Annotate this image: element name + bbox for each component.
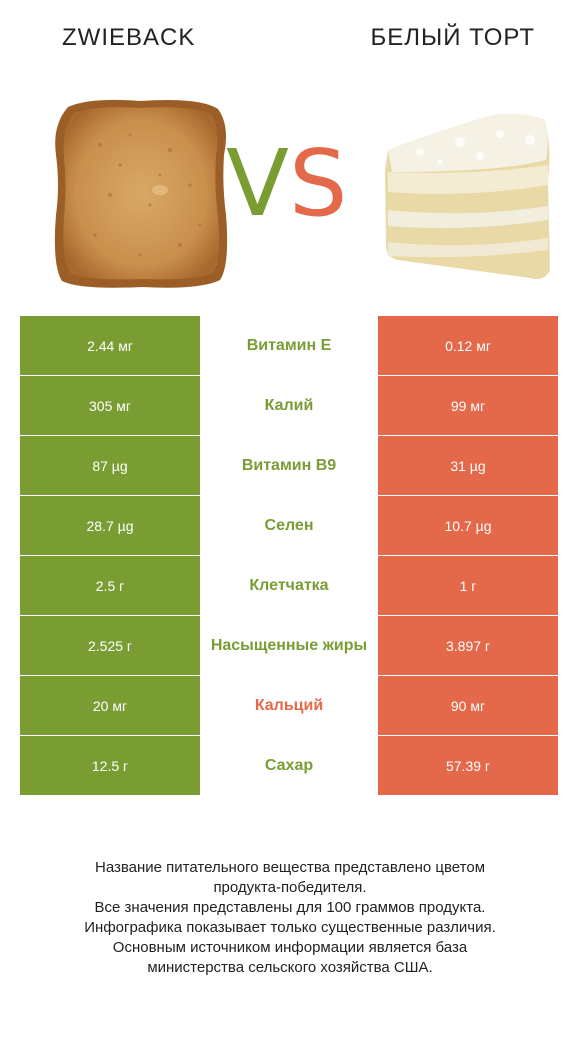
nutrient-name: Калий [200,376,378,436]
vs-label: VS [226,138,347,230]
vs-v: V [226,130,289,237]
table-row: 2.5 г Клетчатка 1 г [20,556,558,616]
white-cake-image [385,113,550,279]
nutrient-name: Витамин E [200,316,378,376]
right-food-title: БЕЛЫЙ ТОРТ [370,24,535,51]
nutrient-name: Клетчатка [200,556,378,616]
table-row: 305 мг Калий 99 мг [20,376,558,436]
left-value: 2.44 мг [20,316,200,376]
footnote-line: министерства сельского хозяйства США. [147,959,433,976]
right-value: 0.12 мг [378,316,558,376]
nutrient-name: Насыщенные жиры [200,616,378,676]
left-value: 2.5 г [20,556,200,616]
nutrient-name: Кальций [200,676,378,736]
nutrient-name: Сахар [200,736,378,796]
table-row: 87 µg Витамин B9 31 µg [20,436,558,496]
zwieback-image [54,99,228,288]
right-value: 57.39 г [378,736,558,796]
comparison-table: 2.44 мг Витамин E 0.12 мг 305 мг Калий 9… [20,316,558,796]
table-row: 2.525 г Насыщенные жиры 3.897 г [20,616,558,676]
right-value: 1 г [378,556,558,616]
table-row: 20 мг Кальций 90 мг [20,676,558,736]
nutrient-name: Селен [200,496,378,556]
vs-s: S [288,130,348,237]
left-value: 2.525 г [20,616,200,676]
footnote-line: Название питательного вещества представл… [94,859,486,876]
nutrient-name: Витамин B9 [200,436,378,496]
left-food-title: ZWIEBACK [62,24,196,51]
footnote-line: Инфографика показывает только существенн… [84,919,496,936]
footnote: Название питательного вещества представл… [30,858,550,978]
left-value: 12.5 г [20,736,200,796]
left-value: 305 мг [20,376,200,436]
footnote-line: Основным источником информации является … [112,939,468,956]
right-value: 3.897 г [378,616,558,676]
right-value: 99 мг [378,376,558,436]
left-value: 28.7 µg [20,496,200,556]
table-row: 2.44 мг Витамин E 0.12 мг [20,316,558,376]
table-row: 12.5 г Сахар 57.39 г [20,736,558,796]
footnote-line: Все значения представлены для 100 граммо… [94,899,486,916]
right-value: 90 мг [378,676,558,736]
table-row: 28.7 µg Селен 10.7 µg [20,496,558,556]
left-value: 87 µg [20,436,200,496]
footnote-line: продукта-победителя. [213,879,367,896]
left-value: 20 мг [20,676,200,736]
right-value: 31 µg [378,436,558,496]
right-value: 10.7 µg [378,496,558,556]
